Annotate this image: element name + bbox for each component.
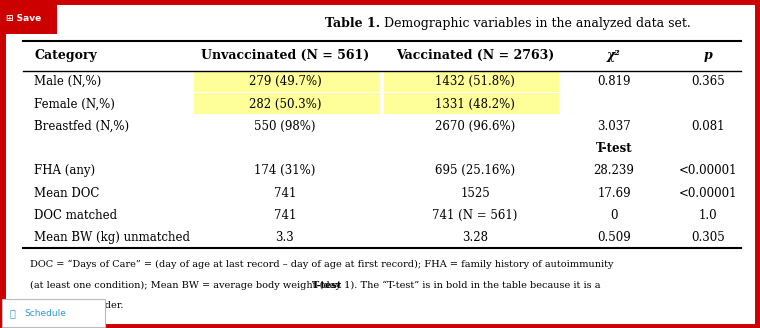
- Text: 279 (49.7%): 279 (49.7%): [249, 75, 321, 88]
- Text: 1432 (51.8%): 1432 (51.8%): [435, 75, 515, 88]
- Text: Ⓜ: Ⓜ: [9, 308, 15, 318]
- Text: Category: Category: [34, 49, 97, 62]
- Bar: [384, 71, 559, 92]
- Text: Demographic variables in the analyzed data set.: Demographic variables in the analyzed da…: [380, 17, 691, 30]
- Text: 17.69: 17.69: [597, 187, 631, 200]
- Text: Male (N,%): Male (N,%): [34, 75, 101, 88]
- Text: (at least one condition); Mean BW = average body weight (day 1). The “T-test” is: (at least one condition); Mean BW = aver…: [30, 280, 601, 290]
- Text: T-test: T-test: [596, 142, 632, 155]
- Text: DOC = “Days of Care” = (day of age at last record – day of age at first record);: DOC = “Days of Care” = (day of age at la…: [30, 260, 614, 269]
- Text: FHA (any): FHA (any): [34, 164, 95, 177]
- Text: 550 (98%): 550 (98%): [255, 120, 315, 133]
- Text: χ²: χ²: [607, 49, 621, 62]
- Text: 741: 741: [274, 187, 296, 200]
- Text: 741: 741: [274, 209, 296, 222]
- Bar: [194, 71, 380, 92]
- Text: 0.081: 0.081: [692, 120, 725, 133]
- Bar: [384, 93, 559, 114]
- Text: <0.00001: <0.00001: [679, 187, 737, 200]
- Text: 1525: 1525: [460, 187, 490, 200]
- Text: 1.0: 1.0: [699, 209, 717, 222]
- Text: DOC matched: DOC matched: [34, 209, 117, 222]
- Text: Vaccinated (N = 2763): Vaccinated (N = 2763): [396, 49, 554, 62]
- Text: 2670 (96.6%): 2670 (96.6%): [435, 120, 515, 133]
- Text: 174 (31%): 174 (31%): [255, 164, 315, 177]
- Text: column subheader.: column subheader.: [30, 301, 124, 310]
- Text: Breastfed (N,%): Breastfed (N,%): [34, 120, 129, 133]
- Text: Female (N,%): Female (N,%): [34, 97, 115, 111]
- Text: 741 (N = 561): 741 (N = 561): [432, 209, 518, 222]
- Text: 695 (25.16%): 695 (25.16%): [435, 164, 515, 177]
- Text: 3.037: 3.037: [597, 120, 631, 133]
- Text: ⊞ Save: ⊞ Save: [6, 14, 41, 23]
- Text: T-test: T-test: [312, 280, 343, 290]
- Text: 28.239: 28.239: [594, 164, 635, 177]
- Text: Mean BW (kg) unmatched: Mean BW (kg) unmatched: [34, 231, 190, 244]
- Bar: [2, 2, 57, 34]
- Text: 0.365: 0.365: [692, 75, 725, 88]
- Text: 3.3: 3.3: [276, 231, 294, 244]
- Text: Schedule: Schedule: [24, 309, 66, 318]
- Text: 0: 0: [610, 209, 618, 222]
- Bar: [2, 299, 105, 327]
- Text: 1331 (48.2%): 1331 (48.2%): [435, 97, 515, 111]
- Text: p: p: [704, 49, 713, 62]
- Text: 0.509: 0.509: [597, 231, 631, 244]
- Text: 0.819: 0.819: [597, 75, 631, 88]
- Text: 282 (50.3%): 282 (50.3%): [249, 97, 321, 111]
- Bar: [194, 93, 380, 114]
- Text: Unvaccinated (N = 561): Unvaccinated (N = 561): [201, 49, 369, 62]
- Text: Mean DOC: Mean DOC: [34, 187, 100, 200]
- Text: Table 1.: Table 1.: [325, 17, 380, 30]
- Text: 0.305: 0.305: [692, 231, 725, 244]
- Text: 3.28: 3.28: [462, 231, 488, 244]
- Text: <0.00001: <0.00001: [679, 164, 737, 177]
